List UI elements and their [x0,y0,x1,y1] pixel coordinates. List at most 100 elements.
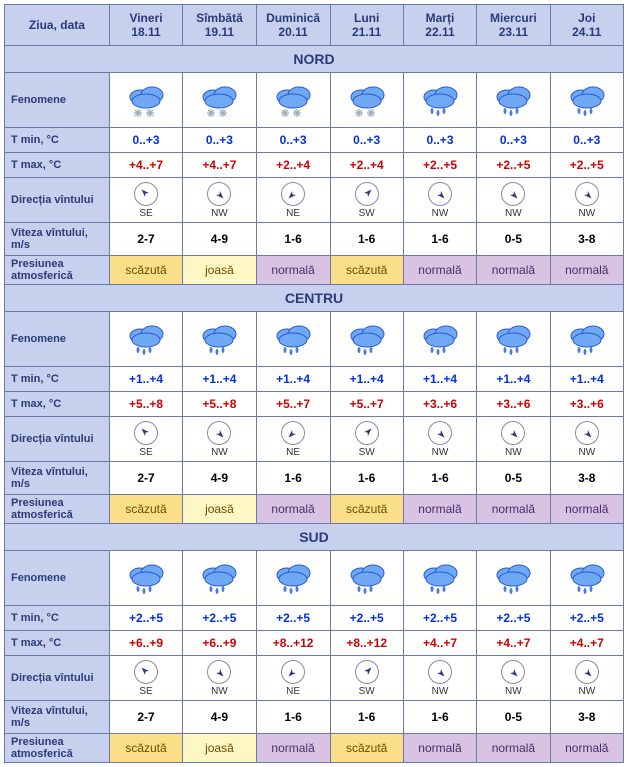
tmax-cell: +5..+8 [109,392,182,417]
cloud-rain-icon [124,318,168,358]
cloud-rain-icon [418,79,462,119]
wind-dir-label: NW [477,208,549,219]
fenomene-cell [256,551,330,606]
fenomene-cell [109,73,182,128]
fenomene-cell [550,551,623,606]
tmin-cell: 0..+3 [550,128,623,153]
pres-cell: joasă [183,734,256,763]
tmax-cell: +3..+6 [403,392,476,417]
header-date: 23.11 [477,25,549,39]
fenomene-cell [109,551,182,606]
dir-cell: NW [403,178,476,223]
dir-cell: NW [403,417,476,462]
fenomene-cell [183,551,256,606]
pres-cell: normală [477,256,550,285]
dir-cell: NE [256,656,330,701]
row-label-fenomene: Fenomene [5,73,110,128]
tmax-cell: +6..+9 [109,631,182,656]
wind-dir-label: NW [183,447,255,458]
row-label-tmax: T max, °C [5,631,110,656]
section-title: NORD [5,46,624,73]
tmin-cell: +2..+5 [183,606,256,631]
row-label-tmin: T min, °C [5,606,110,631]
dir-cell: NW [550,656,623,701]
pres-cell: joasă [183,495,256,524]
pres-cell: scăzută [330,495,403,524]
cloud-rain-icon [418,557,462,597]
dir-cell: NW [183,656,256,701]
fenomene-cell [330,73,403,128]
fenomene-cell [109,312,182,367]
dir-cell: SE [109,178,182,223]
pres-cell: normală [256,734,330,763]
tmax-cell: +4..+7 [109,153,182,178]
vel-cell: 1-6 [256,701,330,734]
dir-cell: NW [477,656,550,701]
wind-dir-label: SE [110,686,182,697]
tmin-cell: +1..+4 [183,367,256,392]
header-row: Ziua, data Vineri18.11Sîmbătă19.11Dumini… [5,5,624,46]
header-date: 22.11 [404,25,476,39]
cloud-rain-icon [491,557,535,597]
vel-cell: 4-9 [183,462,256,495]
header-day-6: Joi24.11 [550,5,623,46]
wind-dir-label: SW [331,686,403,697]
header-day-0: Vineri18.11 [109,5,182,46]
vel-cell: 3-8 [550,701,623,734]
cloud-rain-icon [271,557,315,597]
wind-dir-label: SW [331,208,403,219]
wind-dir-label: NE [257,447,330,458]
tmax-cell: +4..+7 [403,631,476,656]
row-label-pres: Presiunea atmosferică [5,734,110,763]
wind-dir-label: NW [551,447,623,458]
dir-cell: SE [109,417,182,462]
fenomene-cell [256,312,330,367]
pres-cell: normală [477,495,550,524]
wind-dir-label: NW [183,208,255,219]
row-label-pres: Presiunea atmosferică [5,495,110,524]
fenomene-cell [183,73,256,128]
wind-dir-label: SE [110,208,182,219]
header-day-1: Sîmbătă19.11 [183,5,256,46]
header-dow: Duminică [257,11,330,25]
header-dow: Luni [331,11,403,25]
cloud-rain-icon [491,79,535,119]
pres-cell: scăzută [330,734,403,763]
cloud-rain-icon [565,557,609,597]
header-day-5: Miercuri23.11 [477,5,550,46]
vel-cell: 1-6 [403,223,476,256]
pres-cell: scăzută [109,495,182,524]
tmin-cell: +1..+4 [550,367,623,392]
row-label-fenomene: Fenomene [5,312,110,367]
wind-dir-label: SE [110,447,182,458]
vel-cell: 1-6 [330,462,403,495]
cloud-rain-icon [197,318,241,358]
fenomene-cell [330,312,403,367]
cloud-rain-icon [345,318,389,358]
pres-cell: normală [550,256,623,285]
tmin-cell: +2..+5 [330,606,403,631]
wind-dir-label: NW [404,208,476,219]
tmin-cell: 0..+3 [330,128,403,153]
dir-cell: NW [183,178,256,223]
dir-cell: NW [403,656,476,701]
row-label-dir: Direcția vîntului [5,178,110,223]
cloud-snow-icon [345,79,389,119]
fenomene-cell [550,312,623,367]
cloud-rain-icon [197,557,241,597]
row-label-dir: Direcția vîntului [5,656,110,701]
tmax-cell: +2..+4 [330,153,403,178]
dir-cell: NE [256,178,330,223]
vel-cell: 0-5 [477,701,550,734]
tmin-cell: 0..+3 [403,128,476,153]
wind-dir-label: NW [477,686,549,697]
pres-cell: joasă [183,256,256,285]
header-date: 24.11 [551,25,623,39]
tmax-cell: +5..+8 [183,392,256,417]
vel-cell: 0-5 [477,223,550,256]
tmax-cell: +3..+6 [550,392,623,417]
dir-cell: NW [477,417,550,462]
vel-cell: 0-5 [477,462,550,495]
header-dow: Miercuri [477,11,549,25]
pres-cell: normală [403,495,476,524]
